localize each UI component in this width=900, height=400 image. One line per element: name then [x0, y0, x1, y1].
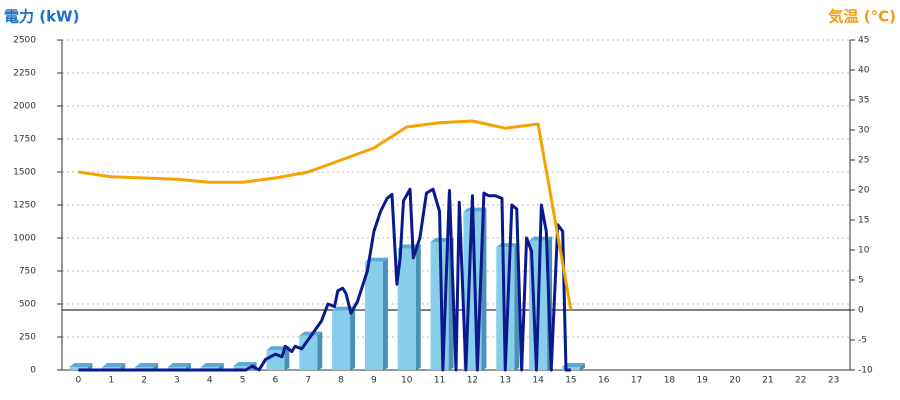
bar: [397, 248, 416, 370]
x-tick-label: 7: [305, 376, 311, 386]
x-tick-label: 5: [240, 376, 246, 386]
bar: [332, 310, 351, 370]
bar-top: [561, 363, 585, 367]
x-tick-label: 11: [434, 376, 445, 386]
y-axis-title: 電力 (kW): [4, 8, 79, 26]
bar-top: [233, 362, 257, 367]
y2-tick-label: 0: [858, 306, 864, 316]
bar-side: [218, 363, 224, 370]
y2-tick-label: 40: [858, 66, 870, 76]
line: [78, 187, 571, 372]
y-tick-label: 2250: [13, 69, 36, 79]
bar-side: [284, 346, 290, 370]
bar-top: [102, 363, 126, 367]
line: [78, 119, 573, 311]
bar-top: [167, 363, 191, 367]
x-tick-label: 9: [371, 376, 377, 386]
y-tick-label: 1750: [13, 135, 36, 145]
bar-side: [350, 306, 356, 370]
y-tick-label: 2500: [13, 36, 36, 46]
bar-side: [153, 363, 159, 370]
x-tick-label: 18: [664, 376, 676, 386]
x-tick-label: 12: [467, 376, 478, 386]
y2-tick-label: -10: [858, 366, 873, 376]
x-tick-label: 3: [174, 376, 180, 386]
bar: [233, 366, 252, 370]
x-tick-label: 13: [500, 376, 511, 386]
y2-tick-label: -5: [858, 336, 867, 346]
y-tick-label: 750: [19, 267, 36, 277]
x-tick-label: 0: [76, 376, 82, 386]
y-tick-label: 2000: [13, 102, 36, 112]
x-tick-label: 1: [108, 376, 114, 386]
bar-top: [463, 207, 487, 212]
y-tick-label: 1500: [13, 168, 36, 178]
x-tick-label: 21: [762, 376, 773, 386]
y2-tick-label: 25: [858, 156, 869, 166]
x-tick-label: 16: [598, 376, 610, 386]
y-tick-label: 1250: [13, 201, 36, 211]
bar-top: [397, 244, 421, 249]
bar-top: [69, 363, 93, 367]
x-tick-label: 22: [795, 376, 806, 386]
y2-axis-title: 気温 (°C): [829, 8, 896, 26]
bar-top: [200, 363, 224, 367]
x-tick-label: 4: [207, 376, 213, 386]
y2-tick-label: 35: [858, 96, 869, 106]
x-tick-label: 14: [532, 376, 544, 386]
bar-side: [579, 363, 585, 370]
x-tick-label: 17: [631, 376, 642, 386]
bar-side: [415, 244, 421, 370]
y2-tick-label: 15: [858, 216, 869, 226]
bar: [364, 261, 383, 370]
x-tick-label: 2: [141, 376, 147, 386]
x-tick-label: 10: [401, 376, 413, 386]
x-tick-label: 20: [729, 376, 741, 386]
y-tick-label: 500: [19, 300, 36, 310]
bar-side: [185, 363, 191, 370]
bar-top: [135, 363, 159, 367]
y-tick-label: 1000: [13, 234, 36, 244]
y2-tick-label: 10: [858, 246, 870, 256]
x-tick-label: 19: [697, 376, 709, 386]
y-tick-label: 0: [30, 366, 36, 376]
x-tick-label: 6: [273, 376, 279, 386]
bar-side: [382, 257, 388, 370]
y2-tick-label: 20: [858, 186, 870, 196]
bar-side: [120, 363, 126, 370]
x-tick-label: 8: [338, 376, 344, 386]
x-tick-label: 15: [565, 376, 576, 386]
y2-tick-label: 45: [858, 36, 869, 46]
bar-side: [317, 331, 323, 370]
y2-tick-label: 30: [858, 126, 870, 136]
y2-tick-label: 5: [858, 276, 864, 286]
x-tick-label: 23: [828, 376, 839, 386]
bar-side: [87, 363, 93, 370]
y-tick-label: 250: [19, 333, 36, 343]
